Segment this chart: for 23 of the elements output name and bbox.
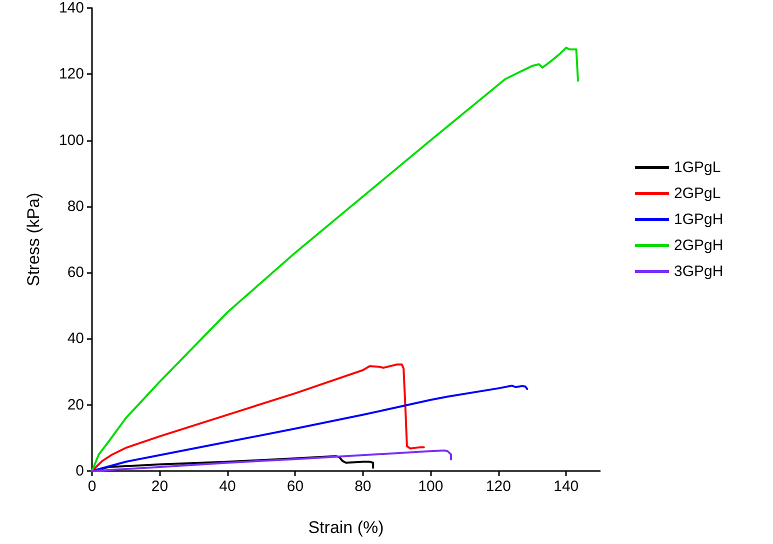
x-axis-title: Strain (%) (308, 518, 384, 537)
legend-label: 3GPgH (674, 263, 724, 280)
y-tick-label: 120 (58, 66, 84, 83)
x-tick-label: 20 (151, 478, 168, 495)
x-tick-label: 100 (418, 478, 444, 495)
x-tick-label: 40 (219, 478, 236, 495)
x-tick-label: 140 (554, 478, 579, 495)
x-tick-label: 120 (486, 478, 511, 495)
x-tick-label: 0 (88, 478, 96, 495)
y-tick-label: 100 (58, 132, 84, 149)
y-axis-title: Stress (kPa) (24, 192, 43, 286)
legend-label: 1GPgH (674, 211, 724, 228)
y-tick-label: 140 (58, 0, 84, 16)
y-tick-label: 60 (67, 264, 84, 282)
legend-label: 2GPgL (674, 185, 721, 202)
legend-label: 1GPgL (674, 159, 721, 176)
x-tick-label: 60 (286, 478, 304, 495)
y-tick-label: 0 (76, 462, 84, 480)
x-tick-label: 80 (354, 478, 372, 495)
y-tick-label: 20 (67, 396, 84, 414)
y-tick-label: 40 (67, 330, 84, 348)
legend-label: 2GPgH (674, 237, 724, 254)
y-tick-label: 80 (67, 198, 84, 215)
